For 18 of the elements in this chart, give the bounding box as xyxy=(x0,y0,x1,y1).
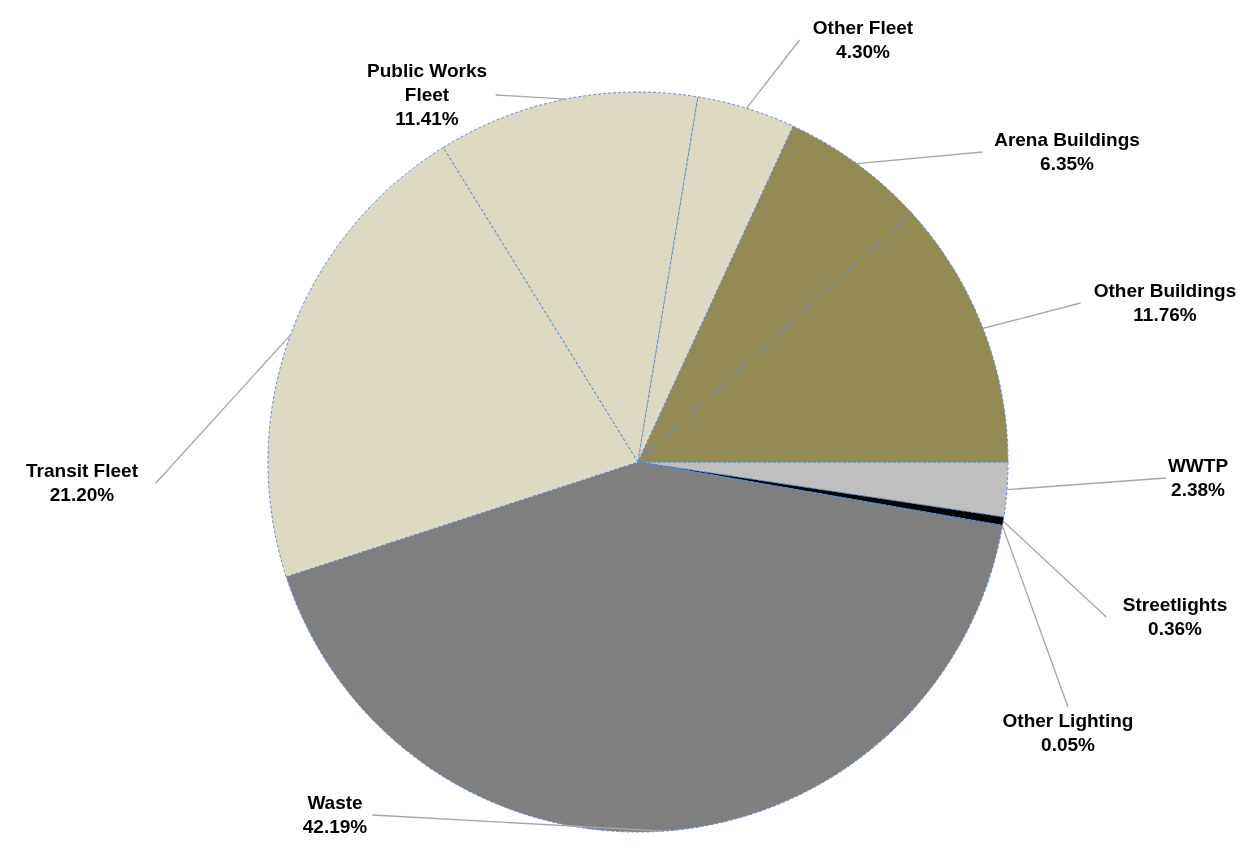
data-label: 0.05% xyxy=(1041,734,1096,755)
slice-label: Other Buildings xyxy=(1093,280,1237,301)
data-label: 42.19% xyxy=(302,816,368,837)
data-label: 21.20% xyxy=(49,484,115,505)
slice-label: Transit Fleet xyxy=(26,460,139,481)
slice-label: Public Works Fleet xyxy=(366,60,488,105)
data-label: 2.38% xyxy=(1171,479,1226,500)
slice-label: WWTP xyxy=(1167,455,1229,476)
data-label: 11.41% xyxy=(395,108,459,129)
slice-label: Other Fleet xyxy=(812,17,914,38)
data-label: 0.36% xyxy=(1148,618,1203,639)
data-label: 6.35% xyxy=(1040,153,1095,174)
data-label: 11.76% xyxy=(1133,304,1197,325)
slice-label: Waste xyxy=(307,792,363,813)
slice-label: Other Lighting xyxy=(1002,710,1134,731)
data-label: 4.30% xyxy=(836,41,891,62)
slice-label: Streetlights xyxy=(1122,594,1228,615)
slice-label: Arena Buildings xyxy=(994,129,1140,150)
